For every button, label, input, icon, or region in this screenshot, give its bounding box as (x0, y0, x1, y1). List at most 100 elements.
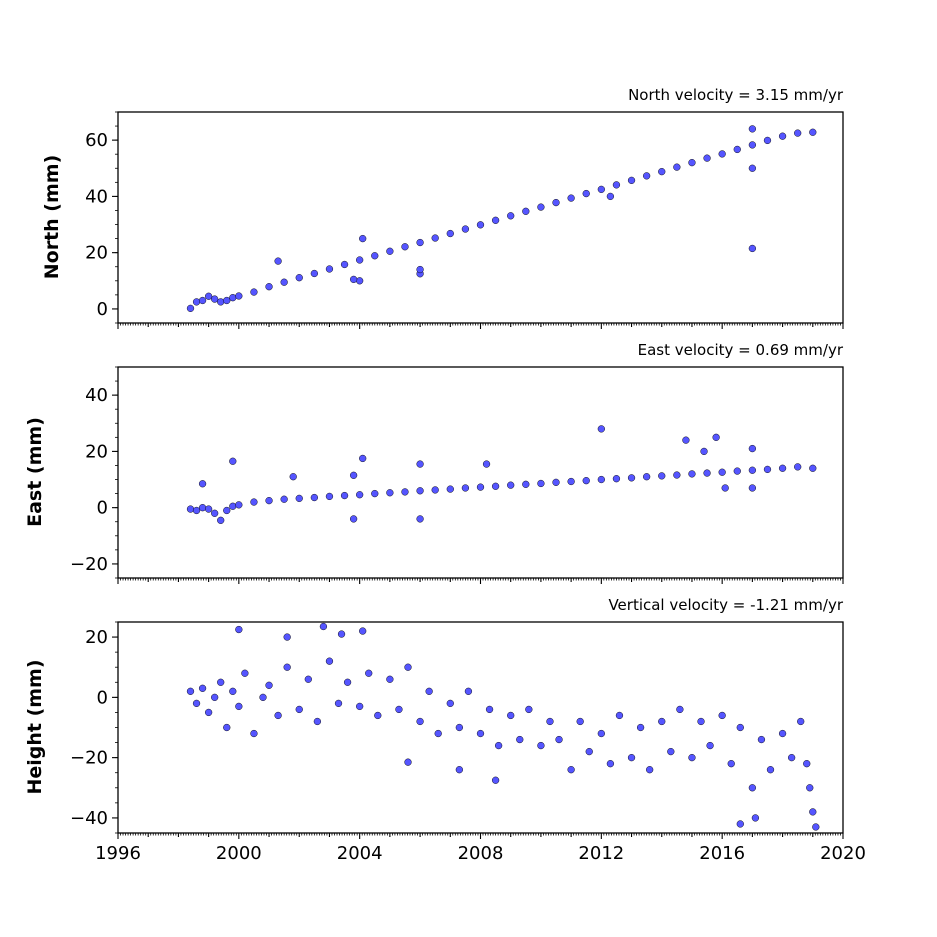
height-data-point (806, 784, 814, 792)
east-data-point (794, 463, 802, 471)
height-data-point (676, 705, 684, 714)
north-data-point (507, 212, 515, 220)
east-data-point (476, 483, 485, 491)
east-data-point (597, 425, 605, 433)
east-ylabel: East (mm) (24, 417, 46, 527)
height-data-point (192, 699, 201, 708)
height-xtick-label: 2000 (216, 843, 262, 864)
east-data-point (612, 475, 621, 483)
height-data-point (736, 723, 744, 732)
north-data-point (809, 128, 817, 136)
north-data-point (229, 294, 237, 302)
north-data-point (763, 136, 772, 145)
height-data-point (205, 708, 213, 717)
east-data-point (703, 469, 711, 477)
height-data-point (319, 622, 328, 631)
east-data-point (356, 491, 364, 499)
height-ytick-label: −40 (70, 808, 108, 829)
north-points (186, 125, 817, 312)
height-data-point (537, 741, 545, 750)
north-data-point (643, 172, 651, 180)
height-data-point (211, 693, 219, 701)
height-data-point (229, 687, 237, 695)
height-data-point (250, 729, 258, 738)
east-data-point (748, 484, 756, 492)
north-ytick-label: 60 (85, 130, 108, 151)
east-panel: East velocity = 0.69 mm/yr East (mm) −20… (24, 341, 844, 584)
height-data-point (283, 633, 291, 641)
north-data-point (612, 181, 621, 189)
height-data-point (797, 717, 805, 726)
north-data-point (371, 252, 379, 260)
east-ytick-label: 20 (85, 441, 108, 462)
height-data-point (186, 687, 195, 695)
north-data-point (582, 189, 590, 198)
height-xtick-label: 2016 (699, 843, 745, 864)
north-data-point (198, 296, 207, 305)
east-data-point (229, 457, 237, 465)
north-data-point (280, 278, 288, 286)
north-data-point (356, 256, 364, 264)
east-data-point (325, 492, 334, 501)
height-axes-frame (117, 621, 844, 834)
height-data-point (365, 669, 373, 677)
north-data-point (748, 244, 756, 253)
east-velocity-title: East velocity = 0.69 mm/yr (638, 341, 844, 359)
north-data-point (522, 207, 530, 215)
north-data-point (265, 283, 273, 291)
north-data-point (223, 296, 231, 305)
height-data-point (325, 657, 334, 665)
east-data-point (310, 493, 318, 502)
east-data-point (627, 474, 636, 482)
east-data-point (712, 433, 720, 441)
height-data-point (476, 729, 485, 738)
height-data-point (555, 735, 563, 744)
east-data-point (280, 495, 288, 503)
east-data-point (211, 509, 219, 517)
north-data-point (295, 274, 303, 282)
height-data-point (766, 766, 775, 774)
east-data-point (491, 482, 500, 490)
height-panel: Vertical velocity = -1.21 mm/yr Height (… (24, 596, 866, 864)
north-data-point (205, 292, 213, 300)
height-data-point (809, 808, 817, 816)
east-data-point (446, 485, 454, 493)
height-data-point (395, 705, 403, 714)
height-data-point (516, 735, 524, 744)
height-data-point (606, 760, 615, 768)
east-data-point (198, 480, 207, 488)
north-data-point (325, 265, 334, 273)
north-data-point (778, 132, 787, 140)
east-data-point (748, 466, 756, 474)
height-data-point (507, 711, 515, 720)
east-data-point (682, 436, 690, 444)
height-ticks: −40 −20 0 20 1996 2000 2004 2008 2012 2016 2020 (70, 621, 866, 864)
height-data-point (706, 741, 714, 750)
height-data-point (485, 705, 494, 714)
north-data-point (733, 145, 741, 154)
height-data-point (434, 729, 442, 738)
north-ytick-label: 20 (85, 243, 108, 264)
north-velocity-title: North velocity = 3.15 mm/yr (628, 86, 844, 104)
north-ylabel: North (mm) (41, 155, 63, 280)
height-data-point (295, 705, 303, 714)
height-ylabel: Height (mm) (24, 659, 46, 794)
north-data-point (186, 304, 195, 312)
height-data-point (416, 717, 424, 726)
north-ytick-label: 40 (85, 186, 108, 207)
height-ytick-label: 20 (85, 627, 108, 648)
north-data-point (597, 185, 605, 193)
north-data-point (748, 164, 756, 172)
height-data-point (313, 717, 322, 726)
east-data-point (733, 467, 741, 475)
height-data-point (274, 711, 282, 720)
north-data-point (431, 234, 439, 242)
height-data-point (386, 675, 394, 683)
height-data-point (455, 766, 463, 774)
east-data-point (350, 471, 358, 479)
east-data-point (295, 494, 303, 503)
east-data-point (552, 478, 560, 486)
height-data-point (491, 776, 500, 784)
north-data-point (567, 194, 575, 202)
